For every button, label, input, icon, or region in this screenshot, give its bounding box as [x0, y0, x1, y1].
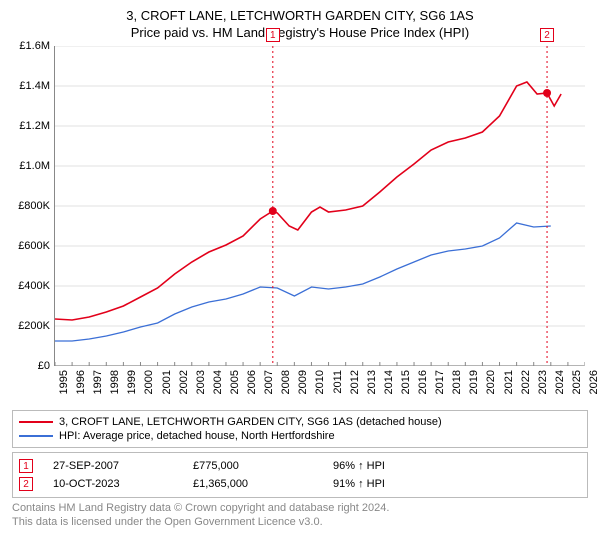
y-tick-label: £200K	[18, 320, 50, 332]
x-tick-label: 2018	[451, 370, 463, 394]
chart-plot: 12	[54, 46, 584, 366]
y-tick-label: £1.6M	[19, 40, 50, 52]
x-tick-label: 1997	[92, 370, 104, 394]
trade-row: 1 27-SEP-2007£775,00096% ↑ HPI	[19, 457, 581, 475]
y-tick-label: £800K	[18, 200, 50, 212]
x-tick-label: 2000	[143, 370, 155, 394]
x-tick-label: 2011	[332, 370, 344, 394]
x-tick-label: 2001	[161, 370, 173, 394]
sub-title: Price paid vs. HM Land Registry's House …	[12, 25, 588, 40]
legend-item: 3, CROFT LANE, LETCHWORTH GARDEN CITY, S…	[19, 415, 581, 429]
x-tick-label: 2023	[537, 370, 549, 394]
series-line	[55, 82, 561, 320]
legend-swatch	[19, 421, 53, 423]
x-tick-label: 2004	[212, 370, 224, 394]
x-tick-label: 1995	[58, 370, 70, 394]
sale-marker-label: 1	[266, 28, 280, 42]
trade-marker: 1	[19, 459, 33, 473]
x-tick-label: 2022	[520, 370, 532, 394]
x-tick-label: 2021	[503, 370, 515, 394]
x-tick-label: 2002	[178, 370, 190, 394]
main-title: 3, CROFT LANE, LETCHWORTH GARDEN CITY, S…	[12, 8, 588, 23]
x-tick-label: 2013	[366, 370, 378, 394]
series-line	[55, 223, 551, 341]
attribution-text: Contains HM Land Registry data © Crown c…	[12, 502, 588, 530]
trade-date: 10-OCT-2023	[53, 478, 193, 490]
legend-label: HPI: Average price, detached house, Nort…	[59, 430, 335, 442]
x-tick-label: 2006	[246, 370, 258, 394]
x-tick-label: 2007	[263, 370, 275, 394]
x-tick-label: 2017	[434, 370, 446, 394]
legend-item: HPI: Average price, detached house, Nort…	[19, 429, 581, 443]
y-tick-label: £1.4M	[19, 80, 50, 92]
chart-area: £0£200K£400K£600K£800K£1.0M£1.2M£1.4M£1.…	[12, 46, 588, 406]
y-axis-labels: £0£200K£400K£600K£800K£1.0M£1.2M£1.4M£1.…	[12, 46, 52, 366]
x-tick-label: 2008	[280, 370, 292, 394]
sale-marker-label: 2	[540, 28, 554, 42]
x-tick-label: 1998	[109, 370, 121, 394]
trade-date: 27-SEP-2007	[53, 460, 193, 472]
y-tick-label: £0	[38, 360, 50, 372]
x-tick-label: 1996	[75, 370, 87, 394]
trade-marker: 2	[19, 477, 33, 491]
legend-swatch	[19, 435, 53, 437]
x-tick-label: 2025	[571, 370, 583, 394]
x-tick-label: 2009	[297, 370, 309, 394]
x-tick-label: 2019	[468, 370, 480, 394]
legend-label: 3, CROFT LANE, LETCHWORTH GARDEN CITY, S…	[59, 416, 442, 428]
trade-price: £1,365,000	[193, 478, 333, 490]
chart-title-block: 3, CROFT LANE, LETCHWORTH GARDEN CITY, S…	[12, 8, 588, 40]
attribution-line-1: Contains HM Land Registry data © Crown c…	[12, 502, 588, 516]
y-tick-label: £600K	[18, 240, 50, 252]
y-tick-label: £1.0M	[19, 160, 50, 172]
x-tick-label: 2012	[349, 370, 361, 394]
attribution-line-2: This data is licensed under the Open Gov…	[12, 516, 588, 530]
x-tick-label: 2010	[314, 370, 326, 394]
trade-price: £775,000	[193, 460, 333, 472]
trade-pct: 96% ↑ HPI	[333, 460, 473, 472]
y-tick-label: £400K	[18, 280, 50, 292]
x-tick-label: 2005	[229, 370, 241, 394]
x-tick-label: 2015	[400, 370, 412, 394]
x-tick-label: 2014	[383, 370, 395, 394]
x-tick-label: 1999	[126, 370, 138, 394]
trade-table: 1 27-SEP-2007£775,00096% ↑ HPI 2 10-OCT-202…	[12, 452, 588, 498]
trade-pct: 91% ↑ HPI	[333, 478, 473, 490]
x-axis-labels: 1995 1996 1997 1998 1999 2000 2001 2002 2003 2004…	[54, 370, 584, 410]
legend: 3, CROFT LANE, LETCHWORTH GARDEN CITY, S…	[12, 410, 588, 448]
x-tick-label: 2020	[485, 370, 497, 394]
trade-row: 2 10-OCT-2023£1,365,00091% ↑ HPI	[19, 475, 581, 493]
x-tick-label: 2024	[554, 370, 566, 394]
x-tick-label: 2016	[417, 370, 429, 394]
y-tick-label: £1.2M	[19, 120, 50, 132]
x-tick-label: 2003	[195, 370, 207, 394]
x-tick-label: 2026	[588, 370, 600, 394]
